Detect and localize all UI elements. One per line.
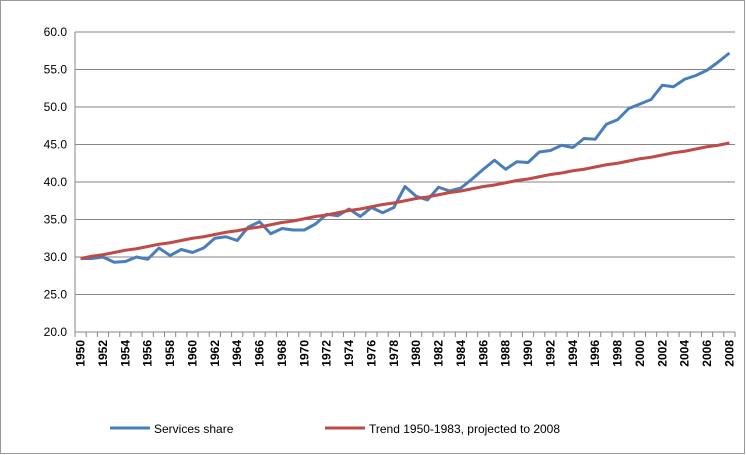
x-tick-label: 1976 bbox=[364, 340, 378, 367]
series-line bbox=[80, 51, 731, 264]
x-tick-label: 1974 bbox=[342, 340, 356, 367]
y-tick-label: 25.0 bbox=[44, 288, 68, 302]
x-tick-label: 1972 bbox=[320, 340, 334, 367]
x-tick-label: 2000 bbox=[633, 340, 647, 367]
x-tick-label: 1950 bbox=[74, 340, 88, 367]
x-tick-label: 1968 bbox=[275, 340, 289, 367]
x-tick-label: 1994 bbox=[566, 340, 580, 367]
x-tick-label: 1992 bbox=[543, 340, 557, 367]
x-tick-label: 1986 bbox=[476, 340, 490, 367]
x-tick-label: 1978 bbox=[387, 340, 401, 367]
x-tick-label: 1980 bbox=[409, 340, 423, 367]
x-tick-label: 1984 bbox=[454, 340, 468, 367]
y-tick-label: 55.0 bbox=[44, 63, 68, 77]
y-tick-label: 35.0 bbox=[44, 213, 68, 227]
x-tick-label: 2006 bbox=[700, 340, 714, 367]
y-tick-label: 45.0 bbox=[44, 138, 68, 152]
legend-label: Trend 1950-1983, projected to 2008 bbox=[369, 422, 560, 436]
x-tick-label: 1962 bbox=[208, 340, 222, 367]
x-tick-label: 1956 bbox=[141, 340, 155, 367]
y-tick-label: 20.0 bbox=[44, 325, 68, 339]
x-tick-label: 1988 bbox=[499, 340, 513, 367]
x-tick-label: 1970 bbox=[297, 340, 311, 367]
x-tick-label: 1998 bbox=[611, 340, 625, 367]
legend-label: Services share bbox=[154, 422, 234, 436]
x-tick-label: 2004 bbox=[678, 340, 692, 367]
series-line bbox=[80, 141, 730, 260]
x-tick-label: 1966 bbox=[253, 340, 267, 367]
y-tick-label: 60.0 bbox=[44, 25, 68, 39]
x-tick-label: 1958 bbox=[163, 340, 177, 367]
y-tick-label: 30.0 bbox=[44, 250, 68, 264]
x-tick-label: 1990 bbox=[521, 340, 535, 367]
x-tick-label: 1952 bbox=[96, 340, 110, 367]
x-tick-label: 1964 bbox=[230, 340, 244, 367]
x-tick-label: 2002 bbox=[655, 340, 669, 367]
x-tick-label: 1960 bbox=[185, 340, 199, 367]
x-tick-label: 1954 bbox=[118, 340, 132, 367]
x-tick-label: 2008 bbox=[722, 340, 736, 367]
y-tick-label: 40.0 bbox=[44, 175, 68, 189]
x-tick-label: 1982 bbox=[432, 340, 446, 367]
y-tick-label: 50.0 bbox=[44, 100, 68, 114]
x-tick-label: 1996 bbox=[588, 340, 602, 367]
